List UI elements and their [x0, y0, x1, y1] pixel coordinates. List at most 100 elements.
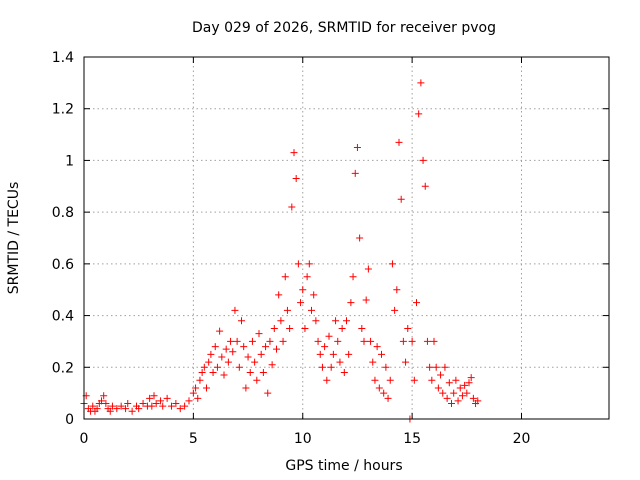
- scatter-point: [292, 175, 300, 183]
- scatter-point: [301, 325, 309, 332]
- y-axis-label: SRMTID / TECUs: [6, 182, 22, 295]
- scatter-point: [321, 343, 329, 351]
- scatter-point: [255, 330, 263, 338]
- scatter-point: [458, 392, 466, 400]
- scatter-point: [316, 350, 324, 358]
- scatter-point: [305, 260, 313, 268]
- scatter-point: [474, 397, 482, 405]
- scatter-point: [404, 325, 412, 332]
- scatter-point: [98, 397, 105, 405]
- scatter-point: [281, 273, 289, 281]
- scatter-point: [264, 389, 272, 397]
- scatter-point: [323, 376, 331, 384]
- scatter-point: [469, 394, 477, 402]
- scatter-point: [211, 343, 219, 351]
- scatter-point: [336, 358, 344, 366]
- scatter-point: [358, 325, 366, 332]
- scatter-point: [318, 363, 326, 371]
- scatter-point: [238, 317, 245, 325]
- scatter-point: [437, 371, 445, 379]
- x-tick-label: 0: [80, 431, 89, 447]
- scatter-point: [102, 399, 110, 407]
- scatter-point: [410, 376, 418, 384]
- scatter-point: [445, 379, 453, 387]
- scatter-point: [266, 337, 274, 345]
- x-axis-label: GPS time / hours: [285, 458, 402, 474]
- scatter-point: [146, 394, 154, 402]
- scatter-point: [362, 296, 370, 304]
- grid-lines: [84, 57, 609, 419]
- axis-ticks: 0 0.2 0.4 0.6 0.8 1 1.2 1.4 0 5 10 15 20: [52, 50, 609, 447]
- scatter-point: [200, 363, 208, 371]
- scatter-point: [343, 317, 350, 325]
- scatter-point: [364, 265, 372, 273]
- scatter-point: [388, 260, 396, 268]
- scatter-point: [128, 407, 136, 415]
- scatter-point: [290, 149, 298, 157]
- scatter-point: [430, 337, 438, 345]
- scatter-point: [253, 376, 261, 384]
- scatter-point: [93, 405, 101, 413]
- scatter-point: [380, 389, 388, 397]
- y-tick-label: 0.8: [52, 205, 74, 221]
- scatter-point: [413, 299, 420, 307]
- scatter-point: [172, 399, 180, 407]
- chart-title: Day 029 of 2026, SRMTID for receiver pvo…: [192, 20, 496, 36]
- scatter-point: [312, 317, 320, 325]
- scatter-point: [205, 358, 213, 366]
- scatter-point: [216, 327, 224, 335]
- scatter-point: [452, 376, 460, 384]
- scatter-point: [441, 363, 449, 371]
- scatter-point: [325, 332, 333, 340]
- scatter-point: [242, 384, 250, 392]
- scatter-point: [426, 363, 434, 371]
- scatter-point: [334, 337, 342, 345]
- scatter-point: [382, 363, 390, 371]
- scatter-point: [113, 405, 121, 413]
- scatter-point: [408, 337, 416, 345]
- scatter-point: [231, 306, 239, 314]
- scatter-point: [251, 358, 259, 366]
- scatter-point: [207, 350, 215, 358]
- scatter-point: [262, 343, 270, 351]
- scatter-point: [224, 358, 232, 366]
- scatter-point: [386, 376, 394, 384]
- scatter-point: [371, 376, 379, 384]
- scatter-point: [270, 325, 278, 332]
- scatter-point: [393, 286, 401, 294]
- scatter-point: [203, 384, 210, 392]
- scatter-point: [213, 363, 221, 371]
- scatter-point: [332, 317, 340, 325]
- scatter-point: [135, 405, 143, 413]
- scatter-point: [122, 405, 130, 413]
- scatter-point: [338, 325, 346, 332]
- scatter-point: [351, 169, 359, 177]
- scatter-point: [218, 353, 226, 361]
- scatter-point: [185, 397, 193, 405]
- scatter-point: [423, 337, 431, 345]
- y-tick-label: 1: [65, 153, 74, 169]
- scatter-point: [461, 381, 469, 389]
- scatter-point: [399, 337, 407, 345]
- plot-frame: [83, 56, 610, 420]
- scatter-point: [397, 195, 405, 203]
- scatter-point: [345, 350, 353, 358]
- scatter-point: [340, 368, 348, 376]
- scatter-point: [308, 306, 315, 314]
- scatter-point: [244, 353, 252, 361]
- scatter-point: [391, 306, 399, 314]
- scatter-point: [417, 79, 425, 87]
- scatter-point: [222, 345, 230, 353]
- y-tick-label: 0: [65, 412, 74, 428]
- scatter-point: [373, 343, 381, 351]
- scatter-point: [198, 368, 206, 376]
- scatter-point: [314, 337, 322, 345]
- scatter-point: [286, 325, 294, 332]
- scatter-point: [89, 402, 97, 410]
- scatter-point: [463, 389, 471, 397]
- scatter-point: [124, 399, 132, 407]
- scatter-point: [168, 402, 175, 410]
- scatter-point: [209, 368, 217, 376]
- scatter-point: [329, 350, 337, 358]
- y-tick-label: 1.2: [52, 102, 74, 118]
